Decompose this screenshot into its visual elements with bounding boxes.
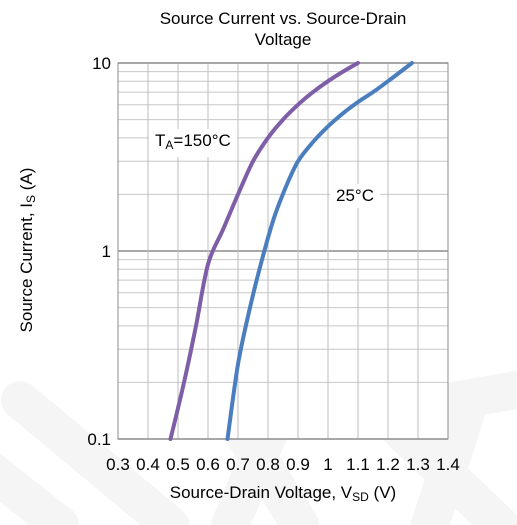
series-layer: [168, 61, 414, 441]
x-tick-label: 0.3: [106, 455, 130, 474]
x-tick-label: 1.1: [346, 455, 370, 474]
chart-title: Source Current vs. Source-Drain Voltage: [118, 8, 448, 50]
x-tick-label: 0.4: [136, 455, 160, 474]
chart-title-line: Voltage: [254, 30, 312, 49]
annotation-150c-rest: =150°C: [173, 131, 231, 150]
chart-title-line: Source Current vs. Source-Drain: [159, 9, 407, 28]
y-axis-label-unit: (A): [17, 167, 36, 195]
annotation-25c-text: 25°C: [336, 186, 374, 205]
x-axis-label-text: Source-Drain Voltage, V: [169, 483, 353, 502]
annotation-150c-text: T: [155, 131, 166, 150]
y-tick-label: 0.1: [87, 430, 111, 449]
plot-frame: [117, 62, 449, 440]
watermark-stroke: [381, 411, 517, 525]
annotation-150c-sub: A: [165, 138, 174, 152]
x-tick-label: 1.4: [436, 455, 460, 474]
x-tick-label: 0.8: [256, 455, 280, 474]
y-axis-label-sub: S: [24, 194, 38, 203]
y-tick-label: 10: [92, 54, 111, 73]
series-line-150c: [168, 61, 360, 441]
y-axis-label: Source Current, IS (A): [16, 130, 38, 370]
x-tick-label: 1: [323, 455, 332, 474]
watermark-stroke: [1, 381, 189, 525]
annotation-25c: 25°C: [330, 184, 380, 208]
y-axis-label-text: Source Current, I: [17, 202, 36, 333]
grid: [117, 62, 449, 440]
x-tick-label: 1.3: [406, 455, 430, 474]
annotation-150c: TA=150°C: [149, 129, 237, 157]
series-line-25c: [225, 61, 414, 441]
tick-labels: 0.3 0.4 0.5 0.6 0.7 0.8 0.9 1 1.1 1.2 1.3 1.4 10 1 0.1: [87, 54, 459, 474]
x-tick-label: 0.6: [196, 455, 220, 474]
watermark-stroke: [411, 381, 489, 525]
x-tick-label: 0.5: [166, 455, 190, 474]
x-axis-label-unit: (V): [368, 483, 397, 502]
y-tick-label: 1: [102, 242, 111, 261]
x-axis-label: Source-Drain Voltage, VSD (V): [118, 483, 448, 507]
x-tick-label: 0.7: [226, 455, 250, 474]
watermark-stroke: [0, 453, 79, 525]
x-tick-label: 1.2: [376, 455, 400, 474]
x-axis-label-sub: SD: [352, 490, 369, 504]
x-tick-label: 0.9: [286, 455, 310, 474]
